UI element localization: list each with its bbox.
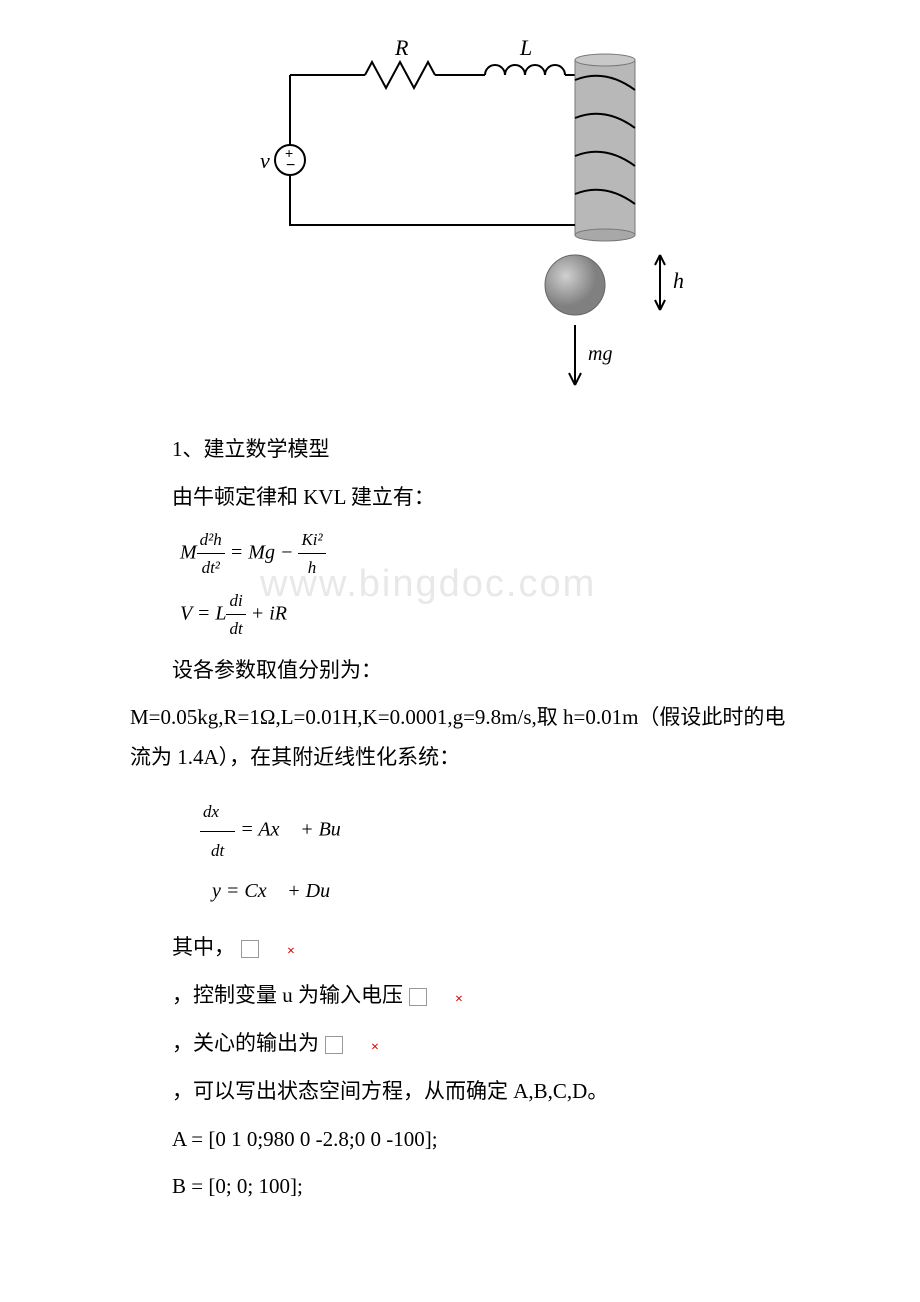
matrix-B: B = [0; 0; 100]; [130,1167,790,1207]
line-ctrl: ，控制变量 u 为输入电压 [130,976,790,1016]
broken-image-icon [409,988,427,1006]
section1-line1: 由牛顿定律和 KVL 建立有： [130,478,790,518]
broken-image-icon [241,940,259,958]
label-R: R [394,40,409,60]
label-mg: mg [588,343,612,365]
line-ss: ，可以写出状态空间方程，从而确定 A,B,C,D。 [130,1072,790,1112]
label-h: h [673,268,684,293]
circuit-diagram: R L + − v [130,40,790,400]
matrix-A: A = [0 1 0;980 0 -2.8;0 0 -100]; [130,1120,790,1160]
newton-kvl-equations: Md²hdt² = Mg − Ki²h V = Ldidt + iR [180,526,790,643]
params-line: M=0.05kg,R=1Ω,L=0.01H,K=0.0001,g=9.8m/s,… [130,698,790,778]
ball [545,255,605,315]
broken-image-icon [325,1036,343,1054]
label-L: L [519,40,532,60]
state-space-equations: dx⃗dt = Ax⃗ + Bu y = Cx⃗ + Du [200,793,790,913]
line-where: 其中， [130,928,790,968]
label-v: v [260,148,270,173]
line-output: ，关心的输出为 [130,1024,790,1064]
svg-text:−: − [286,157,295,174]
params-intro: 设各参数取值分别为： [130,651,790,691]
section1-title: 1、建立数学模型 [130,430,790,470]
